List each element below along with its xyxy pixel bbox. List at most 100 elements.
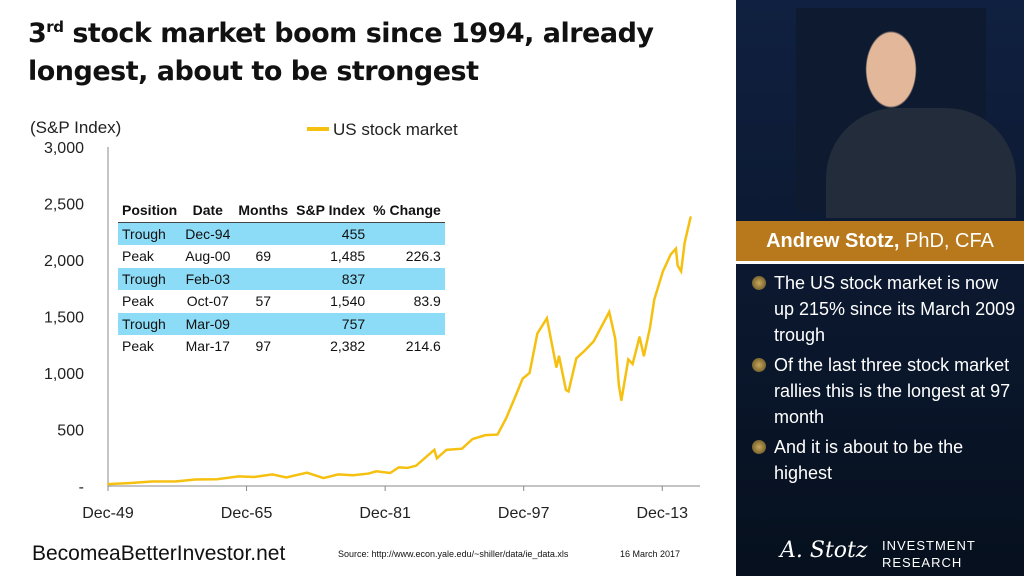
data-point	[237, 475, 240, 478]
bullet-text: And it is about to be the highest	[774, 437, 964, 483]
y-tick-label: 2,000	[44, 253, 84, 270]
data-point	[617, 383, 620, 386]
source-note: Source: http://www.econ.yale.edu/~shille…	[338, 549, 569, 559]
bullet-text: Of the last three stock market rallies t…	[774, 355, 1011, 427]
data-point	[436, 457, 438, 460]
table-cell: 1,485	[330, 248, 366, 265]
column-header: Position	[118, 199, 182, 223]
data-point	[216, 478, 218, 481]
column-header: Months	[234, 199, 293, 223]
data-point	[528, 372, 531, 374]
x-tick-label: Dec-49	[82, 505, 134, 522]
data-point	[638, 336, 641, 338]
bullet-item: Of the last three stock market rallies t…	[750, 352, 1018, 430]
data-point	[675, 247, 677, 250]
data-point	[680, 270, 682, 273]
bullet-icon	[752, 276, 766, 290]
table-cell: 57	[255, 293, 272, 310]
data-point	[398, 466, 400, 469]
table-cell: Trough	[118, 222, 182, 245]
data-point	[125, 482, 127, 485]
company-logo: A. Stotz INVESTMENT RESEARCH	[780, 538, 976, 570]
table-cell: 2,382	[330, 338, 366, 355]
x-tick-label: Dec-65	[221, 505, 273, 522]
legend-label: US stock market	[333, 120, 458, 139]
table-cell: Peak	[122, 248, 154, 265]
sidebar: Andrew Stotz, PhD, CFA The US stock mark…	[736, 0, 1024, 576]
table-cell: Trough	[118, 267, 182, 290]
website-link[interactable]: BecomeaBetterInvestor.net	[32, 542, 286, 565]
data-point	[575, 357, 578, 360]
presenter-name: Andrew Stotz, PhD, CFA	[736, 221, 1024, 264]
table-cell: 837	[292, 267, 370, 290]
data-point	[608, 311, 611, 313]
table-cell: Oct-07	[186, 293, 229, 310]
data-point	[676, 264, 679, 267]
table-cell	[369, 312, 445, 335]
page-title: 3rd stock market boom since 1994, alread…	[28, 18, 654, 87]
table-cell	[234, 312, 293, 335]
table-cell: 757	[292, 312, 370, 335]
data-point	[565, 389, 567, 391]
table-cell: 1,540	[330, 293, 366, 310]
table-cell	[234, 222, 293, 245]
data-point	[669, 253, 672, 256]
data-point	[584, 349, 586, 352]
data-point	[415, 464, 417, 467]
data-point	[389, 472, 391, 474]
bullet-item: The US stock market is now up 215% since…	[750, 270, 1018, 348]
data-point	[194, 478, 197, 481]
data-point	[175, 480, 178, 483]
data-point	[471, 438, 474, 440]
table-cell: 226.3	[405, 248, 441, 265]
table-cell: Peak	[122, 338, 154, 355]
data-point	[306, 471, 308, 474]
data-point	[271, 473, 274, 476]
table-cell: Feb-03	[181, 267, 235, 290]
data-point	[461, 447, 463, 450]
data-point	[505, 417, 507, 420]
data-point	[433, 449, 436, 451]
table-cell: 97	[255, 338, 272, 355]
table-row: Trough Dec-94 455	[118, 222, 445, 245]
presenter-photo	[796, 8, 1016, 218]
y-tick-label: 500	[57, 423, 84, 440]
column-header: S&P Index	[292, 199, 370, 223]
data-point	[567, 390, 570, 393]
data-point	[546, 317, 548, 319]
data-point	[662, 270, 664, 273]
table-cell: Mar-17	[185, 338, 230, 355]
bullet-item: And it is about to be the highest	[750, 434, 1018, 486]
table-cell: Aug-00	[185, 248, 231, 265]
cycle-table: Position Date Months S&P Index% Change Trou…	[118, 199, 445, 358]
bullet-icon	[752, 358, 766, 372]
y-tick-label: -	[79, 479, 84, 496]
table-cell	[369, 222, 445, 245]
table-row: Trough Mar-09 757	[118, 312, 445, 335]
x-tick-label: Dec-13	[636, 505, 688, 522]
y-axis-label: (S&P Index)	[30, 118, 121, 137]
x-tick-label: Dec-81	[359, 505, 411, 522]
data-point	[352, 474, 354, 477]
table-cell: Dec-94	[181, 222, 235, 245]
x-tick-label: Dec-97	[498, 505, 550, 522]
data-point	[592, 340, 595, 343]
table-cell: 214.6	[405, 338, 441, 355]
table-row: Peak Mar-17 97 2,382 214.6	[118, 335, 445, 358]
table-row: Trough Feb-03 837	[118, 267, 445, 290]
data-point	[555, 366, 558, 369]
bullet-icon	[752, 440, 766, 454]
data-point	[614, 338, 617, 340]
data-point	[375, 470, 378, 473]
data-point	[337, 473, 339, 476]
data-point	[558, 355, 560, 357]
data-point	[653, 298, 656, 301]
data-point	[649, 327, 651, 329]
data-point	[484, 434, 487, 436]
data-point	[107, 483, 109, 485]
y-tick-label: 1,500	[44, 310, 84, 327]
y-tick-label: 1,000	[44, 366, 84, 383]
table-row: Peak Aug-00 69 1,485 226.3	[118, 245, 445, 268]
y-tick-label: 2,500	[44, 197, 84, 214]
line-chart: (S&P Index) US stock market - 500 1,000 1,5…	[30, 118, 700, 522]
